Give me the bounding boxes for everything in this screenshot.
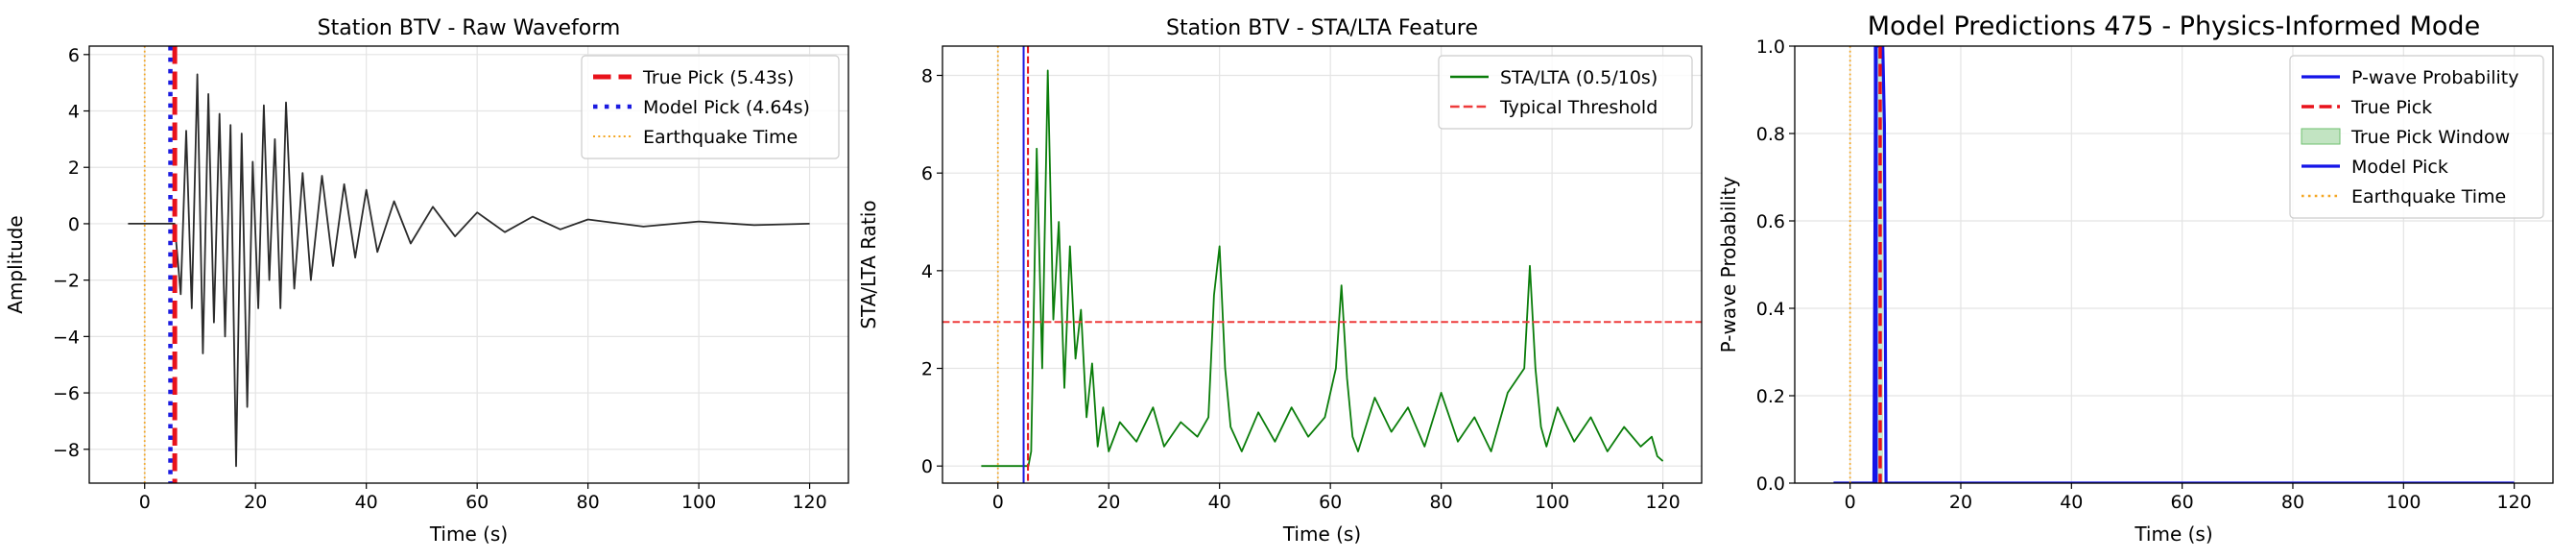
plot-area bbox=[1833, 46, 2515, 483]
x-tick-label: 20 bbox=[1949, 492, 1972, 513]
x-tick-label: 60 bbox=[465, 492, 489, 513]
y-tick-label: −2 bbox=[53, 271, 80, 292]
x-tick-label: 0 bbox=[1845, 492, 1856, 513]
legend: True Pick (5.43s) Model Pick (4.64s) Earth… bbox=[581, 55, 840, 159]
y-tick-label: 0 bbox=[68, 214, 80, 235]
legend-swatch bbox=[2301, 128, 2341, 145]
plot-area bbox=[942, 46, 1702, 483]
y-tick-label: 0.0 bbox=[1756, 474, 1785, 495]
y-tick-label: 1.0 bbox=[1756, 36, 1785, 58]
x-tick-label: 100 bbox=[2386, 492, 2421, 513]
x-tick-label: 40 bbox=[2060, 492, 2083, 513]
y-tick-label: 0.2 bbox=[1756, 386, 1785, 407]
legend-label: P-wave Probability bbox=[2351, 67, 2519, 88]
x-tick-label: 20 bbox=[1097, 492, 1120, 513]
y-tick-label: 8 bbox=[921, 66, 933, 87]
chart-title: Station BTV - STA/LTA Feature bbox=[1166, 16, 1478, 40]
y-axis-label: P-wave Probability bbox=[1717, 177, 1740, 353]
legend-box bbox=[1438, 55, 1693, 130]
axes-frame bbox=[88, 45, 849, 484]
y-tick-label: 0.4 bbox=[1756, 299, 1785, 320]
y-tick-label: 0.6 bbox=[1756, 211, 1785, 232]
y-tick-label: 0.8 bbox=[1756, 124, 1785, 145]
chart-title: Station BTV - Raw Waveform bbox=[318, 16, 621, 40]
x-axis-label: Time (s) bbox=[1282, 523, 1361, 546]
axes-frame bbox=[942, 45, 1703, 484]
y-axis-label: STA/LTA Ratio bbox=[857, 200, 880, 328]
y-tick-label: −4 bbox=[53, 327, 80, 348]
legend-label: True Pick Window bbox=[2350, 127, 2510, 148]
series-line-1 bbox=[981, 69, 1664, 468]
x-tick-label: 20 bbox=[244, 492, 267, 513]
x-tick-label: 100 bbox=[681, 492, 716, 513]
x-axis-label: Time (s) bbox=[429, 523, 508, 546]
y-tick-label: 6 bbox=[921, 163, 933, 184]
axes-frame bbox=[1794, 45, 2554, 484]
legend-label: True Pick bbox=[2350, 97, 2432, 118]
legend: STA/LTA (0.5/10s) Typical Threshold bbox=[1438, 55, 1693, 130]
y-tick-label: 0 bbox=[921, 456, 933, 477]
legend-label: Model Pick (4.64s) bbox=[643, 97, 810, 118]
x-tick-label: 60 bbox=[2171, 492, 2194, 513]
legend: P-wave Probability True Pick True Pick Win… bbox=[2289, 55, 2544, 219]
y-axis-label: Amplitude bbox=[4, 215, 27, 314]
legend-label: Earthquake Time bbox=[643, 127, 798, 148]
chart-title: Model Predictions 475 - Physics-Informed… bbox=[1868, 12, 2480, 41]
legend-label: STA/LTA (0.5/10s) bbox=[1500, 67, 1658, 88]
x-tick-label: 120 bbox=[1645, 492, 1680, 513]
x-tick-label: 80 bbox=[2281, 492, 2304, 513]
x-axis-label: Time (s) bbox=[2134, 523, 2212, 546]
chart-panel-3: 0 20 40 60 80 100 120 0.0 0.2 0.4 0.6 0.8 1.0 Model P… bbox=[1717, 12, 2554, 546]
legend-label: Model Pick bbox=[2351, 157, 2448, 178]
legend-label: Typical Threshold bbox=[1499, 97, 1658, 118]
x-tick-label: 80 bbox=[1430, 492, 1453, 513]
y-tick-label: −8 bbox=[53, 440, 80, 461]
x-tick-label: 80 bbox=[577, 492, 600, 513]
legend-box bbox=[2289, 55, 2544, 219]
x-tick-label: 100 bbox=[1535, 492, 1569, 513]
x-tick-label: 120 bbox=[792, 492, 826, 513]
x-tick-label: 40 bbox=[1208, 492, 1231, 513]
x-tick-label: 0 bbox=[992, 492, 1004, 513]
x-tick-label: 0 bbox=[139, 492, 151, 513]
y-tick-label: 2 bbox=[921, 359, 933, 380]
legend-label: Earthquake Time bbox=[2351, 186, 2506, 207]
plot-area bbox=[128, 46, 810, 483]
chart-panel-2: 0 20 40 60 80 100 120 0 2 4 6 8 Station BTV - STA/LT… bbox=[857, 16, 1703, 546]
x-tick-label: 120 bbox=[2497, 492, 2532, 513]
x-tick-label: 60 bbox=[1319, 492, 1342, 513]
y-tick-label: 4 bbox=[68, 102, 80, 123]
legend-box bbox=[581, 55, 840, 159]
series-line-1 bbox=[128, 73, 810, 468]
y-tick-label: 4 bbox=[921, 261, 933, 282]
x-tick-label: 40 bbox=[355, 492, 378, 513]
y-tick-label: 6 bbox=[68, 45, 80, 66]
y-tick-label: −6 bbox=[53, 383, 80, 404]
y-tick-label: 2 bbox=[68, 158, 80, 179]
chart-panel-1: 0 20 40 60 80 100 120 −8 −6 −4 −2 0 2 4 6 Station BTV -… bbox=[4, 16, 849, 546]
legend-label: True Pick (5.43s) bbox=[642, 67, 794, 88]
